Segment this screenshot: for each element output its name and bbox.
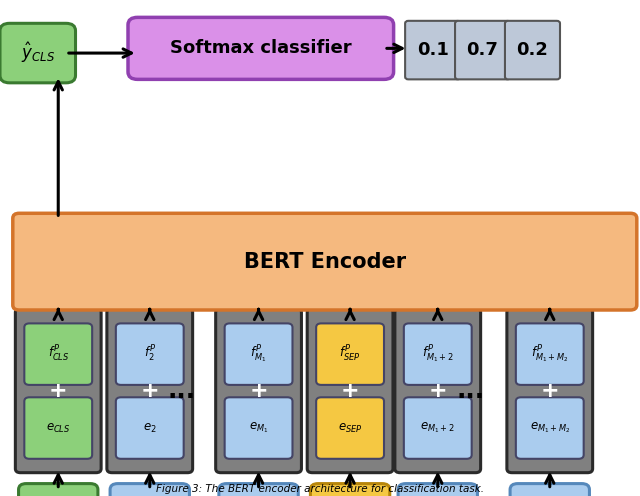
FancyBboxPatch shape: [505, 21, 560, 79]
FancyBboxPatch shape: [404, 397, 472, 459]
FancyBboxPatch shape: [0, 23, 76, 83]
Text: $e_{M_1+2}$: $e_{M_1+2}$: [420, 421, 455, 435]
Text: Softmax classifier: Softmax classifier: [170, 39, 351, 58]
Text: ...: ...: [457, 378, 485, 403]
FancyBboxPatch shape: [110, 484, 189, 496]
FancyBboxPatch shape: [307, 309, 393, 473]
FancyBboxPatch shape: [398, 484, 477, 496]
FancyBboxPatch shape: [404, 323, 472, 385]
FancyBboxPatch shape: [395, 309, 481, 473]
FancyBboxPatch shape: [510, 484, 589, 496]
Text: 0.1: 0.1: [417, 41, 449, 59]
Text: +: +: [140, 380, 159, 401]
FancyBboxPatch shape: [116, 323, 184, 385]
FancyBboxPatch shape: [310, 484, 390, 496]
Text: +: +: [340, 380, 360, 401]
FancyBboxPatch shape: [225, 323, 292, 385]
FancyBboxPatch shape: [507, 309, 593, 473]
FancyBboxPatch shape: [316, 323, 384, 385]
Text: +: +: [249, 380, 268, 401]
Text: $f^P_{M_1+2}$: $f^P_{M_1+2}$: [422, 343, 454, 365]
Text: 0.7: 0.7: [467, 41, 499, 59]
Text: $e_2$: $e_2$: [143, 422, 157, 434]
Text: $f^P_{CLS}$: $f^P_{CLS}$: [47, 344, 69, 364]
Text: $e_{M_1+M_2}$: $e_{M_1+M_2}$: [529, 421, 570, 435]
Text: +: +: [49, 380, 68, 401]
FancyBboxPatch shape: [219, 484, 298, 496]
FancyBboxPatch shape: [107, 309, 193, 473]
FancyBboxPatch shape: [128, 17, 394, 79]
FancyBboxPatch shape: [24, 323, 92, 385]
FancyBboxPatch shape: [13, 213, 637, 310]
Text: ...: ...: [167, 378, 195, 403]
FancyBboxPatch shape: [216, 309, 301, 473]
Text: $\hat{y}_{CLS}$: $\hat{y}_{CLS}$: [20, 41, 55, 65]
FancyBboxPatch shape: [516, 397, 584, 459]
Text: +: +: [428, 380, 447, 401]
FancyBboxPatch shape: [316, 397, 384, 459]
FancyBboxPatch shape: [405, 21, 460, 79]
Text: $e_{M_1}$: $e_{M_1}$: [249, 421, 268, 435]
FancyBboxPatch shape: [116, 397, 184, 459]
Text: 0.2: 0.2: [516, 41, 548, 59]
Text: Figure 3: The BERT encoder architecture for classification task.: Figure 3: The BERT encoder architecture …: [156, 484, 484, 494]
FancyBboxPatch shape: [24, 397, 92, 459]
Text: $f^P_{M_1+M_2}$: $f^P_{M_1+M_2}$: [531, 343, 568, 365]
Text: $f^P_{M_1}$: $f^P_{M_1}$: [250, 343, 267, 365]
Text: BERT Encoder: BERT Encoder: [244, 251, 406, 272]
FancyBboxPatch shape: [19, 484, 98, 496]
Text: $e_{CLS}$: $e_{CLS}$: [46, 422, 70, 434]
Text: +: +: [540, 380, 559, 401]
FancyBboxPatch shape: [15, 309, 101, 473]
FancyBboxPatch shape: [455, 21, 510, 79]
Text: $f^P_{SEP}$: $f^P_{SEP}$: [339, 344, 361, 364]
Text: $f^P_2$: $f^P_2$: [144, 344, 156, 364]
Text: $e_{SEP}$: $e_{SEP}$: [338, 422, 362, 434]
FancyBboxPatch shape: [225, 397, 292, 459]
FancyBboxPatch shape: [516, 323, 584, 385]
